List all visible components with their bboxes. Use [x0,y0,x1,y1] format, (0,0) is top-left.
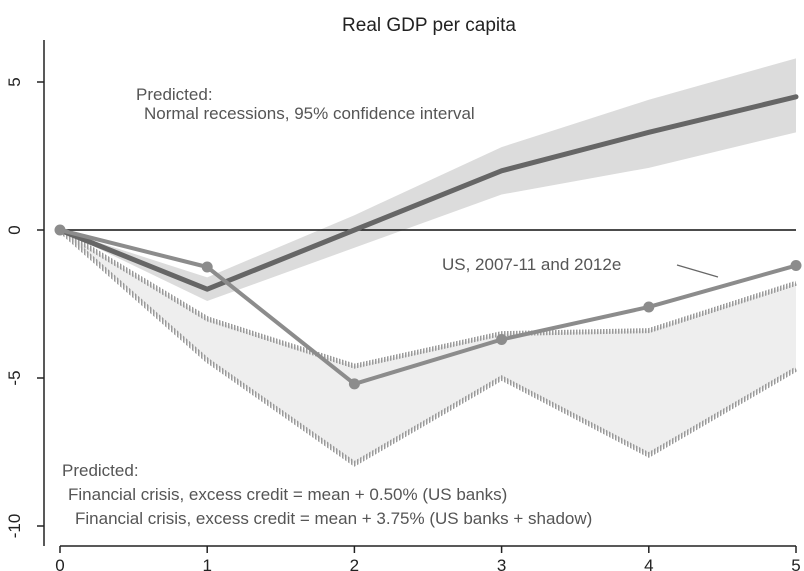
us-point [496,334,508,346]
normal-annotation-line1: Predicted: [136,85,213,104]
confidence-bands [58,58,798,467]
us-point [790,260,802,272]
crisis-annotation-line3: Financial crisis, excess credit = mean +… [75,509,592,528]
crisis-band-lower-edge [58,228,798,467]
y-tick-label: 0 [5,225,24,234]
us-point [201,261,213,273]
chart-title: Real GDP per capita [342,15,516,36]
us-annotation-label: US, 2007-11 and 2012e [442,255,621,274]
financial-crisis-annotation: Predicted: Financial crisis, excess cred… [62,461,592,528]
financial-crisis-band [60,230,796,464]
x-tick-label: 1 [202,556,211,571]
us-point [348,378,360,390]
normal-recession-band [60,58,796,302]
x-tick-label: 2 [350,556,359,571]
normal-annotation-line2: Normal recessions, 95% confidence interv… [144,104,475,123]
y-axis: 5 0 -5 -10 [5,40,45,546]
y-tick-label: 5 [5,77,24,86]
crisis-annotation-line1: Predicted: [62,461,139,480]
x-tick-label: 4 [644,556,653,571]
us-annotation-pointer [676,264,719,278]
x-tick-label: 5 [791,556,800,571]
x-tick-label: 0 [55,556,64,571]
series-lines [54,94,802,390]
us-line [59,228,797,386]
us-point [643,301,655,313]
x-tick-label: 3 [497,556,506,571]
normal-recession-line [57,94,799,292]
crisis-band-upper-edge [58,227,797,369]
crisis-annotation-line2: Financial crisis, excess credit = mean +… [68,485,507,504]
normal-recession-annotation: Predicted: Normal recessions, 95% confid… [136,85,475,123]
us-point [54,224,66,236]
y-tick-label: -5 [5,370,24,385]
y-tick-label: -10 [5,514,24,539]
us-annotation: US, 2007-11 and 2012e [442,255,719,278]
x-axis: 0 1 2 3 4 5 [55,545,801,571]
